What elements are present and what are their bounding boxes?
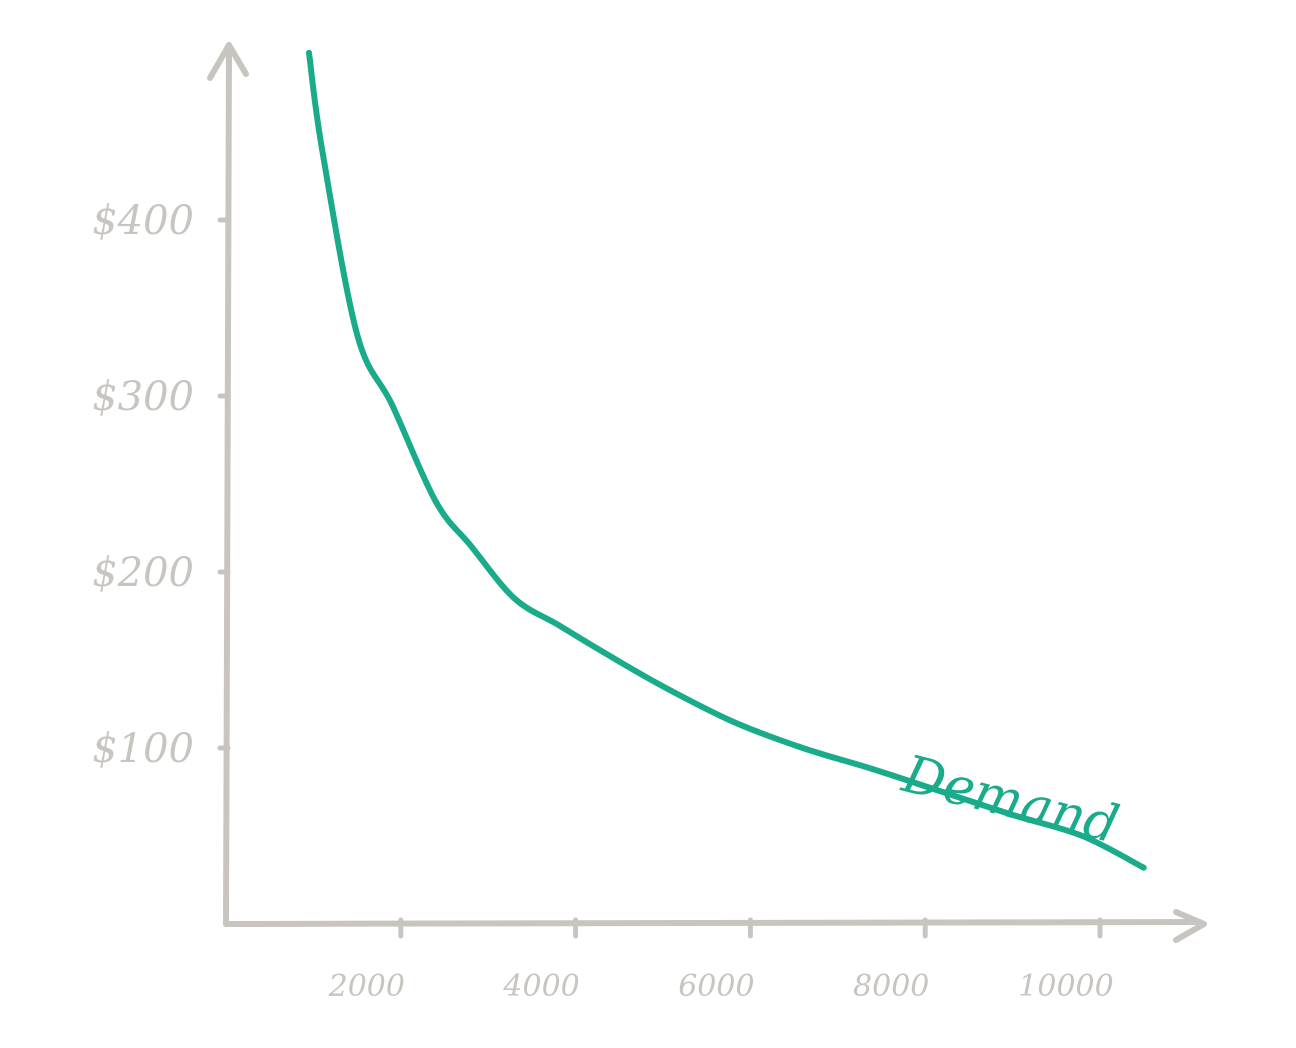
x-tick-label-8000: 8000 — [853, 969, 929, 1004]
x-tick-label-2000: 2000 — [328, 969, 405, 1004]
y-axis — [223, 42, 232, 927]
x-tick-label-6000: 6000 — [678, 969, 754, 1004]
y-ticks: $100 $200 $300 $400 — [92, 198, 231, 772]
series-group: Demand — [306, 49, 1147, 871]
x-axis — [223, 919, 1203, 927]
y-tick-label-200: $200 — [92, 550, 194, 596]
y-tick-label-100: $100 — [92, 726, 194, 772]
x-ticks: 2000 4000 6000 8000 10000 — [328, 917, 1114, 1004]
y-tick-label-400: $400 — [92, 198, 194, 244]
x-tick-label-10000: 10000 — [1018, 969, 1113, 1004]
series-label-demand: Demand — [896, 744, 1125, 856]
y-axis-arrow — [207, 42, 249, 81]
x-axis-arrow — [1173, 909, 1207, 943]
x-tick-label-4000: 4000 — [502, 969, 579, 1004]
y-tick-label-300: $300 — [92, 374, 194, 420]
series-line-demand — [306, 49, 1147, 871]
